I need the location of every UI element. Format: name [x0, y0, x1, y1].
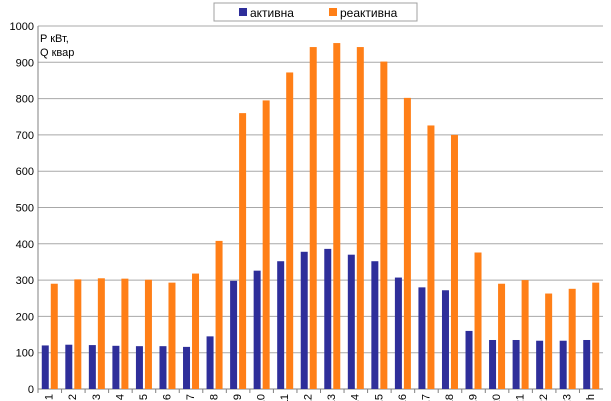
y-tick-label: 900 — [16, 57, 34, 69]
bar-series-2 — [97, 278, 105, 389]
legend-swatch-2 — [329, 8, 337, 16]
bar-series-1 — [536, 340, 544, 389]
bar-series-2 — [333, 43, 341, 389]
y-tick-label: 400 — [16, 239, 34, 251]
x-tick-label: 11 — [279, 394, 291, 401]
bar-series-1 — [371, 261, 379, 389]
bar-series-1 — [441, 290, 449, 389]
x-tick-label: 6 — [161, 394, 173, 400]
bar-series-2 — [592, 282, 600, 389]
x-tick-label: 5 — [138, 394, 150, 400]
y-tick-label: 0 — [28, 384, 34, 396]
legend-swatch-1 — [239, 8, 247, 16]
bar-series-2 — [498, 283, 506, 389]
x-tick-label: 23 — [562, 394, 574, 401]
x-tick-label: 20 — [491, 394, 503, 401]
y-tick-label: 200 — [16, 311, 34, 323]
bar-series-2 — [74, 279, 82, 389]
x-tick-label: 2 — [67, 394, 79, 400]
x-tick-label: 21 — [515, 394, 527, 401]
bar-series-1 — [559, 340, 567, 389]
bar-series-2 — [144, 279, 152, 389]
x-tick-label: 8 — [208, 394, 220, 400]
x-axis-ticks: 123456789101112131415161718192021222324,… — [37, 389, 597, 401]
bar-series-2 — [262, 100, 270, 389]
x-tick-label: 3 — [91, 394, 103, 400]
bar-series-2 — [50, 283, 58, 389]
x-tick-label: 17 — [420, 394, 432, 401]
bar-series-1 — [253, 270, 261, 389]
bar-series-1 — [88, 345, 96, 389]
x-tick-label: 4 — [114, 394, 126, 400]
x-tick-label: 15 — [373, 394, 385, 401]
bar-series-1 — [112, 345, 120, 389]
bar-series-1 — [230, 280, 238, 389]
y-axis-unit-reactive: Q квар — [40, 47, 74, 59]
y-axis-ticks: 0 100 200 300 400 500 600 700 800 900 1000 — [10, 21, 34, 396]
bar-series-2 — [121, 278, 129, 389]
bar-series-1 — [583, 339, 591, 389]
y-tick-label: 700 — [16, 130, 34, 142]
bars — [41, 43, 600, 390]
legend-label-2: реактивна — [340, 6, 398, 20]
y-tick-label: 800 — [16, 94, 34, 106]
legend: активна реактивна — [213, 2, 418, 22]
x-tick-label: 19 — [467, 394, 479, 401]
bar-series-1 — [65, 344, 73, 389]
y-tick-label: 500 — [16, 203, 34, 215]
bar-series-1 — [135, 346, 143, 389]
bar-series-2 — [309, 47, 317, 389]
x-tick-label: 10 — [256, 394, 268, 401]
bar-series-2 — [450, 134, 458, 389]
legend-label-1: активна — [250, 6, 294, 20]
bar-series-2 — [239, 113, 247, 390]
bar-series-2 — [545, 293, 553, 389]
bar-series-1 — [206, 336, 214, 389]
x-tick-label: 1 — [44, 394, 56, 400]
legend-box — [213, 2, 418, 22]
bar-series-1 — [324, 248, 332, 389]
bar-series-2 — [215, 240, 223, 389]
x-tick-label: 14 — [350, 394, 362, 401]
bar-series-2 — [568, 288, 576, 389]
bar-series-2 — [521, 280, 529, 389]
bar-series-2 — [286, 72, 294, 390]
x-tick-label: 9 — [232, 394, 244, 400]
y-tick-label: 1000 — [10, 21, 34, 33]
bar-series-1 — [465, 330, 473, 389]
x-tick-label: 22 — [538, 394, 550, 401]
y-tick-label: 100 — [16, 348, 34, 360]
bar-series-1 — [159, 346, 167, 389]
y-tick-label: 300 — [16, 275, 34, 287]
bar-series-2 — [192, 273, 200, 389]
bar-series-1 — [183, 346, 191, 389]
bar-series-2 — [168, 282, 176, 389]
bar-series-2 — [356, 47, 364, 389]
bar-series-1 — [300, 251, 308, 389]
x-tick-label: 16 — [397, 394, 409, 401]
x-tick-label: 12 — [303, 394, 315, 401]
x-tick-label: 7 — [185, 394, 197, 400]
bar-series-1 — [41, 345, 49, 389]
bar-series-1 — [394, 277, 402, 389]
x-tick-label: 13 — [326, 394, 338, 401]
bar-series-2 — [403, 97, 411, 390]
bar-series-1 — [489, 339, 497, 389]
bar-series-2 — [380, 61, 388, 389]
x-tick-label: 24, h — [585, 394, 597, 401]
x-tick-label: 18 — [444, 394, 456, 401]
bar-series-1 — [418, 287, 426, 389]
bar-series-2 — [474, 252, 482, 389]
y-axis-unit-power: P кВт, — [40, 33, 69, 45]
bar-series-2 — [427, 125, 435, 389]
bar-series-1 — [512, 339, 520, 389]
y-tick-label: 600 — [16, 166, 34, 178]
bar-series-1 — [347, 254, 355, 389]
bar-series-1 — [277, 261, 285, 389]
